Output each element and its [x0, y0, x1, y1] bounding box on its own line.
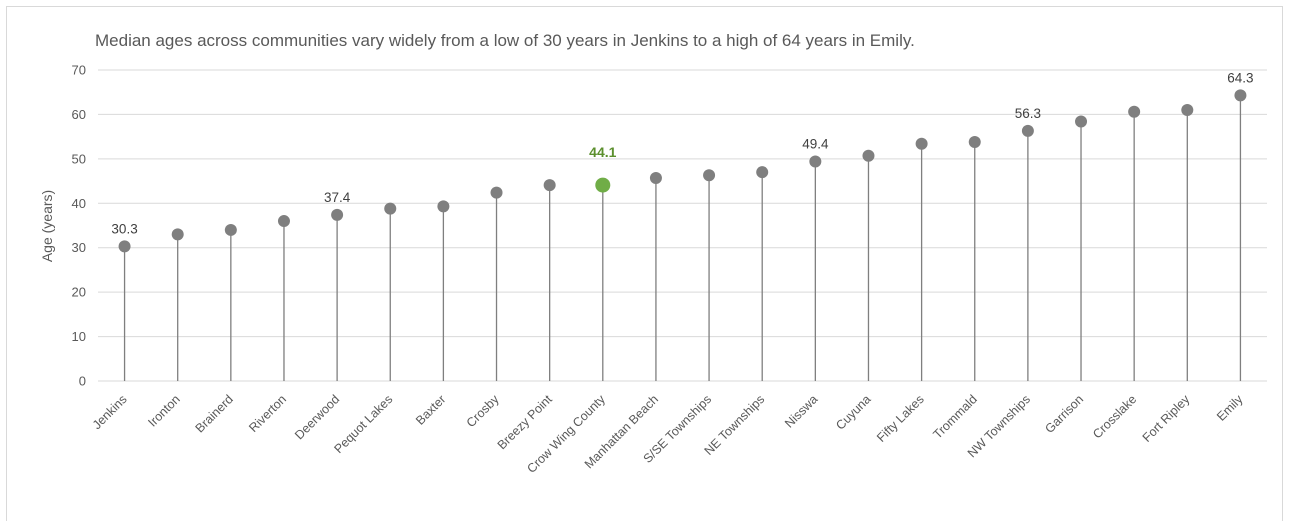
x-category-label: Crosby	[464, 392, 502, 430]
marker-emily	[1234, 89, 1247, 102]
x-category-label: Nisswa	[782, 392, 820, 430]
marker-nw-townships	[1021, 124, 1034, 137]
y-tick-label: 40	[72, 196, 86, 211]
marker-cuyuna	[862, 149, 875, 162]
x-category-label: Cuyuna	[833, 392, 873, 432]
x-category-label: Emily	[1214, 392, 1246, 424]
y-tick-label: 10	[72, 329, 86, 344]
x-category-label: Riverton	[246, 392, 289, 435]
marker-ne-townships	[756, 166, 769, 179]
x-category-label: Fort Ripley	[1140, 392, 1193, 445]
chart-title: Median ages across communities vary wide…	[95, 31, 915, 50]
y-axis-ticks: 0 10 20 30 40 50 60 70	[72, 63, 86, 389]
data-label: 64.3	[1227, 70, 1253, 85]
data-label: 44.1	[589, 144, 616, 160]
marker-s-se-townships	[703, 169, 716, 182]
data-label: 49.4	[802, 137, 829, 152]
y-tick-label: 70	[72, 63, 86, 78]
y-axis-title: Age (years)	[39, 190, 55, 262]
marker-garrison	[1075, 115, 1088, 128]
x-category-label: Deerwood	[292, 392, 342, 442]
x-category-label: Jenkins	[90, 392, 130, 432]
y-tick-label: 60	[72, 107, 86, 122]
x-category-label: Garrison	[1042, 392, 1086, 436]
marker-breezy-point	[543, 179, 556, 192]
x-category-label: Fifty Lakes	[874, 392, 927, 445]
marker-crow-wing-county	[595, 177, 611, 193]
data-label: 30.3	[111, 221, 137, 236]
marker-baxter	[437, 200, 450, 213]
marker-fort-ripley	[1181, 103, 1194, 116]
marker-crosslake	[1128, 105, 1141, 118]
marker-riverton	[277, 215, 290, 228]
marker-nisswa	[809, 155, 822, 168]
data-label: 56.3	[1015, 106, 1041, 121]
marker-deerwood	[331, 208, 344, 221]
x-category-label: Crosslake	[1090, 392, 1139, 441]
marker-trommald	[968, 135, 981, 148]
y-tick-label: 50	[72, 151, 86, 166]
marker-manhattan-beach	[649, 171, 662, 184]
x-category-label: Baxter	[413, 392, 448, 427]
marker-jenkins	[118, 240, 131, 253]
y-tick-label: 30	[72, 240, 86, 255]
x-axis-category-labels: Jenkins Ironton Brainerd Riverton DeerwoodPe…	[90, 392, 1246, 476]
lollipop-stems	[123, 95, 1242, 381]
chart-frame	[6, 6, 1283, 521]
data-label: 37.4	[324, 190, 351, 205]
x-category-label: Ironton	[145, 392, 182, 429]
marker-pequot-lakes	[384, 202, 397, 215]
marker-brainerd	[224, 223, 237, 236]
y-tick-label: 20	[72, 285, 86, 300]
data-labels: 30.3 37.4 44.1 49.4 56.3 64.3	[111, 70, 1253, 236]
marker-crosby	[490, 186, 503, 199]
marker-ironton	[171, 228, 184, 241]
x-category-label: Brainerd	[193, 392, 236, 435]
grid-lines	[98, 69, 1267, 382]
y-tick-label: 0	[79, 374, 86, 389]
marker-fifty-lakes	[915, 137, 928, 150]
lollipop-markers	[118, 89, 1247, 253]
x-category-label: Trommald	[931, 392, 980, 441]
